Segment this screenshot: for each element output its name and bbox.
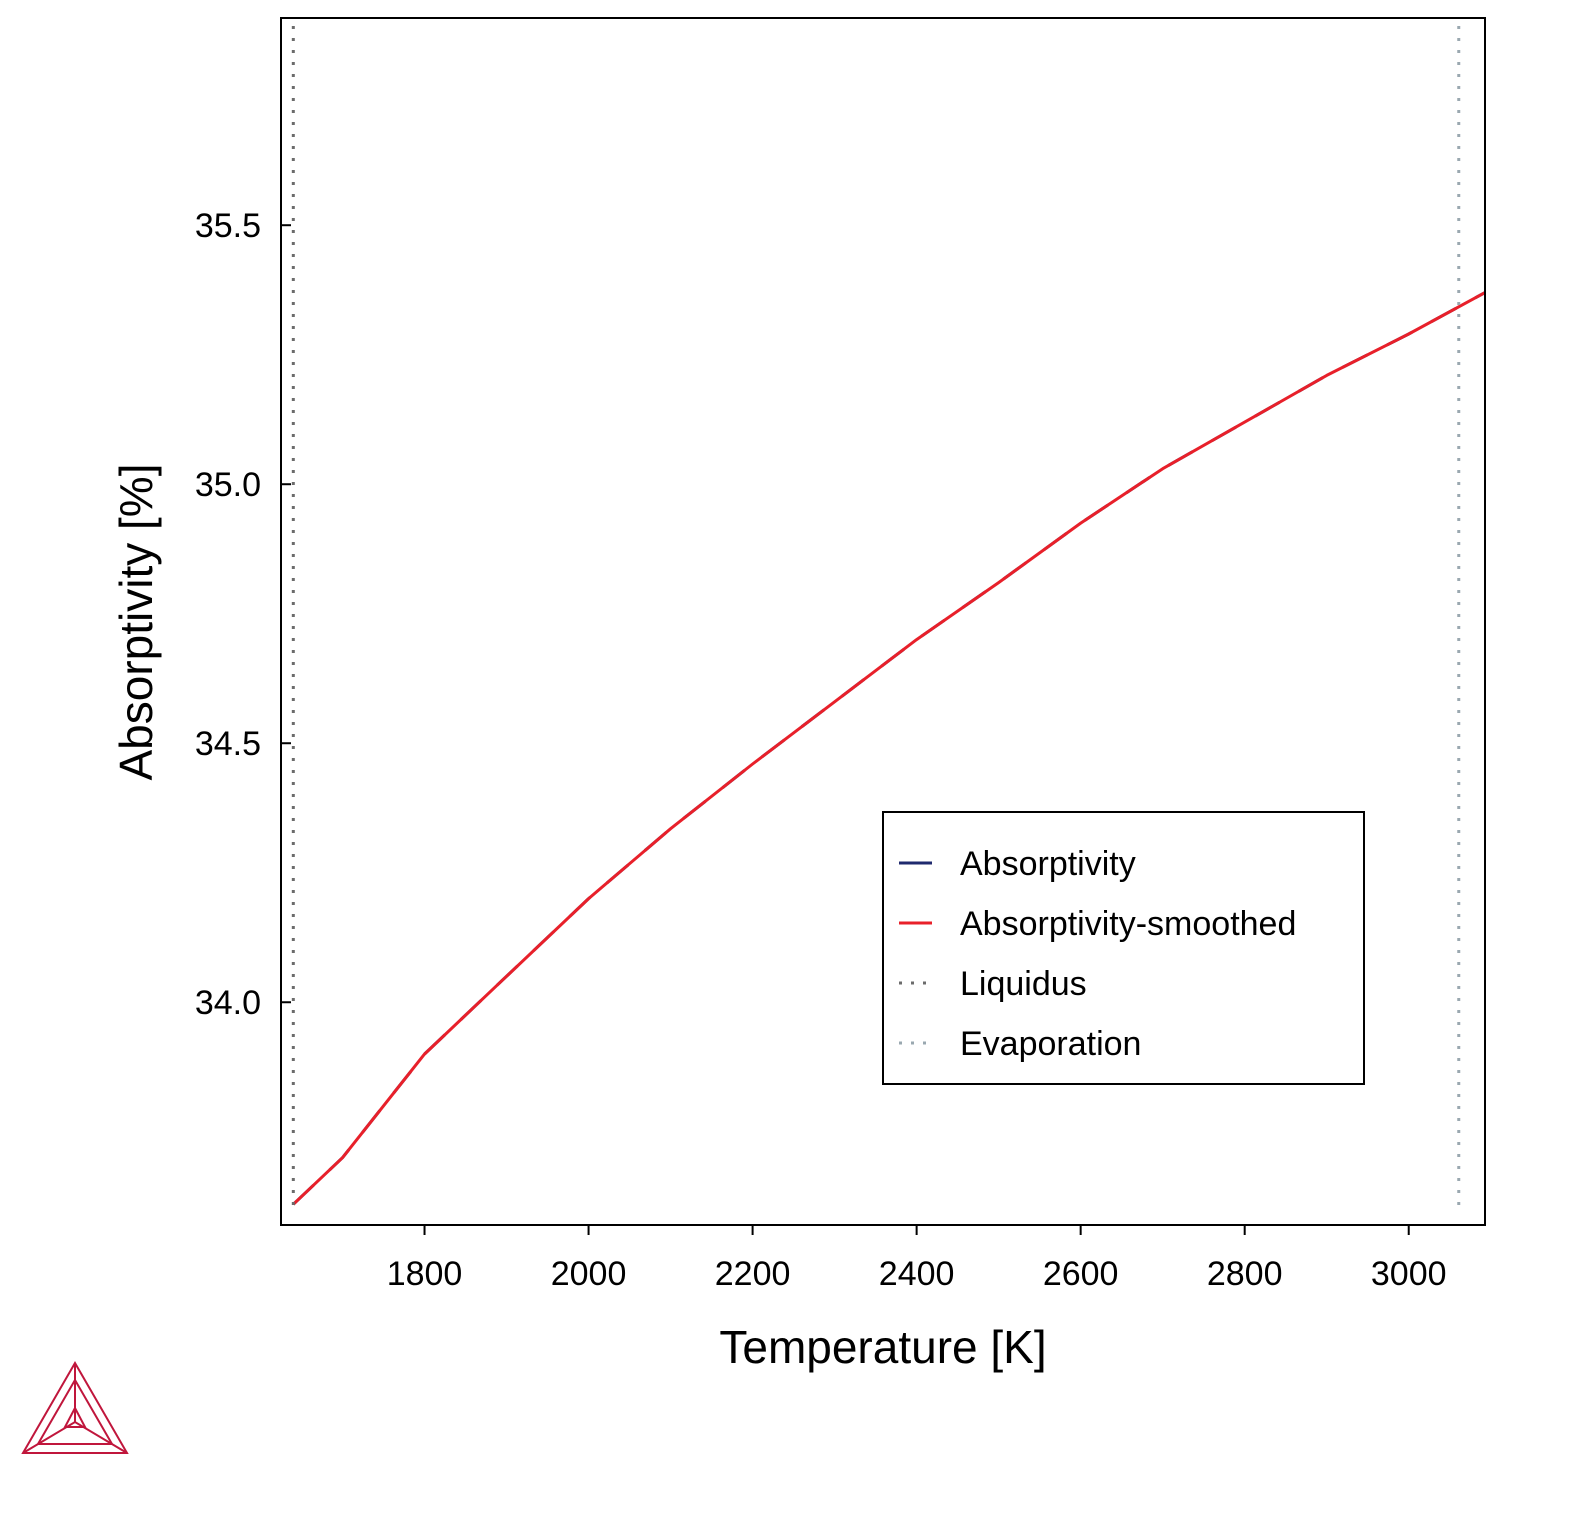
legend-label-evaporation: Evaporation — [960, 1025, 1141, 1063]
x-tick-label: 2800 — [1207, 1255, 1283, 1293]
series-layer — [292, 291, 1486, 1206]
x-tick-label: 2200 — [715, 1255, 791, 1293]
x-tick-label: 2400 — [879, 1255, 955, 1293]
y-tick-label: 35.0 — [195, 466, 261, 504]
y-tick-label: 35.5 — [195, 207, 261, 245]
y-axis-ticks: 34.0 34.5 35.0 35.5 — [195, 207, 291, 1022]
y-tick-label: 34.0 — [195, 984, 261, 1022]
reference-lines-layer — [291, 26, 1461, 1207]
legend-label-liquidus: Liquidus — [960, 965, 1087, 1003]
series-line-absorptivity-smoothed — [292, 291, 1486, 1206]
x-tick-label: 3000 — [1371, 1255, 1447, 1293]
x-tick-label: 1800 — [387, 1255, 463, 1293]
legend-box — [882, 811, 1365, 1085]
plot-frame — [280, 17, 1486, 1226]
triangle-logo-icon — [21, 1361, 129, 1454]
legend-label-absorptivity-smoothed: Absorptivity-smoothed — [960, 905, 1296, 943]
x-axis-title: Temperature [K] — [719, 1321, 1046, 1373]
legend: Absorptivity Absorptivity-smoothed Liqui… — [882, 811, 1365, 1085]
x-tick-label: 2600 — [1043, 1255, 1119, 1293]
x-axis-ticks: 1800 2000 2200 2400 2600 2800 3000 — [387, 1225, 1447, 1293]
y-axis-title: Absorptivity [%] — [110, 464, 162, 781]
legend-label-absorptivity: Absorptivity — [960, 845, 1136, 883]
y-tick-label: 34.5 — [195, 725, 261, 763]
x-tick-label: 2000 — [551, 1255, 627, 1293]
